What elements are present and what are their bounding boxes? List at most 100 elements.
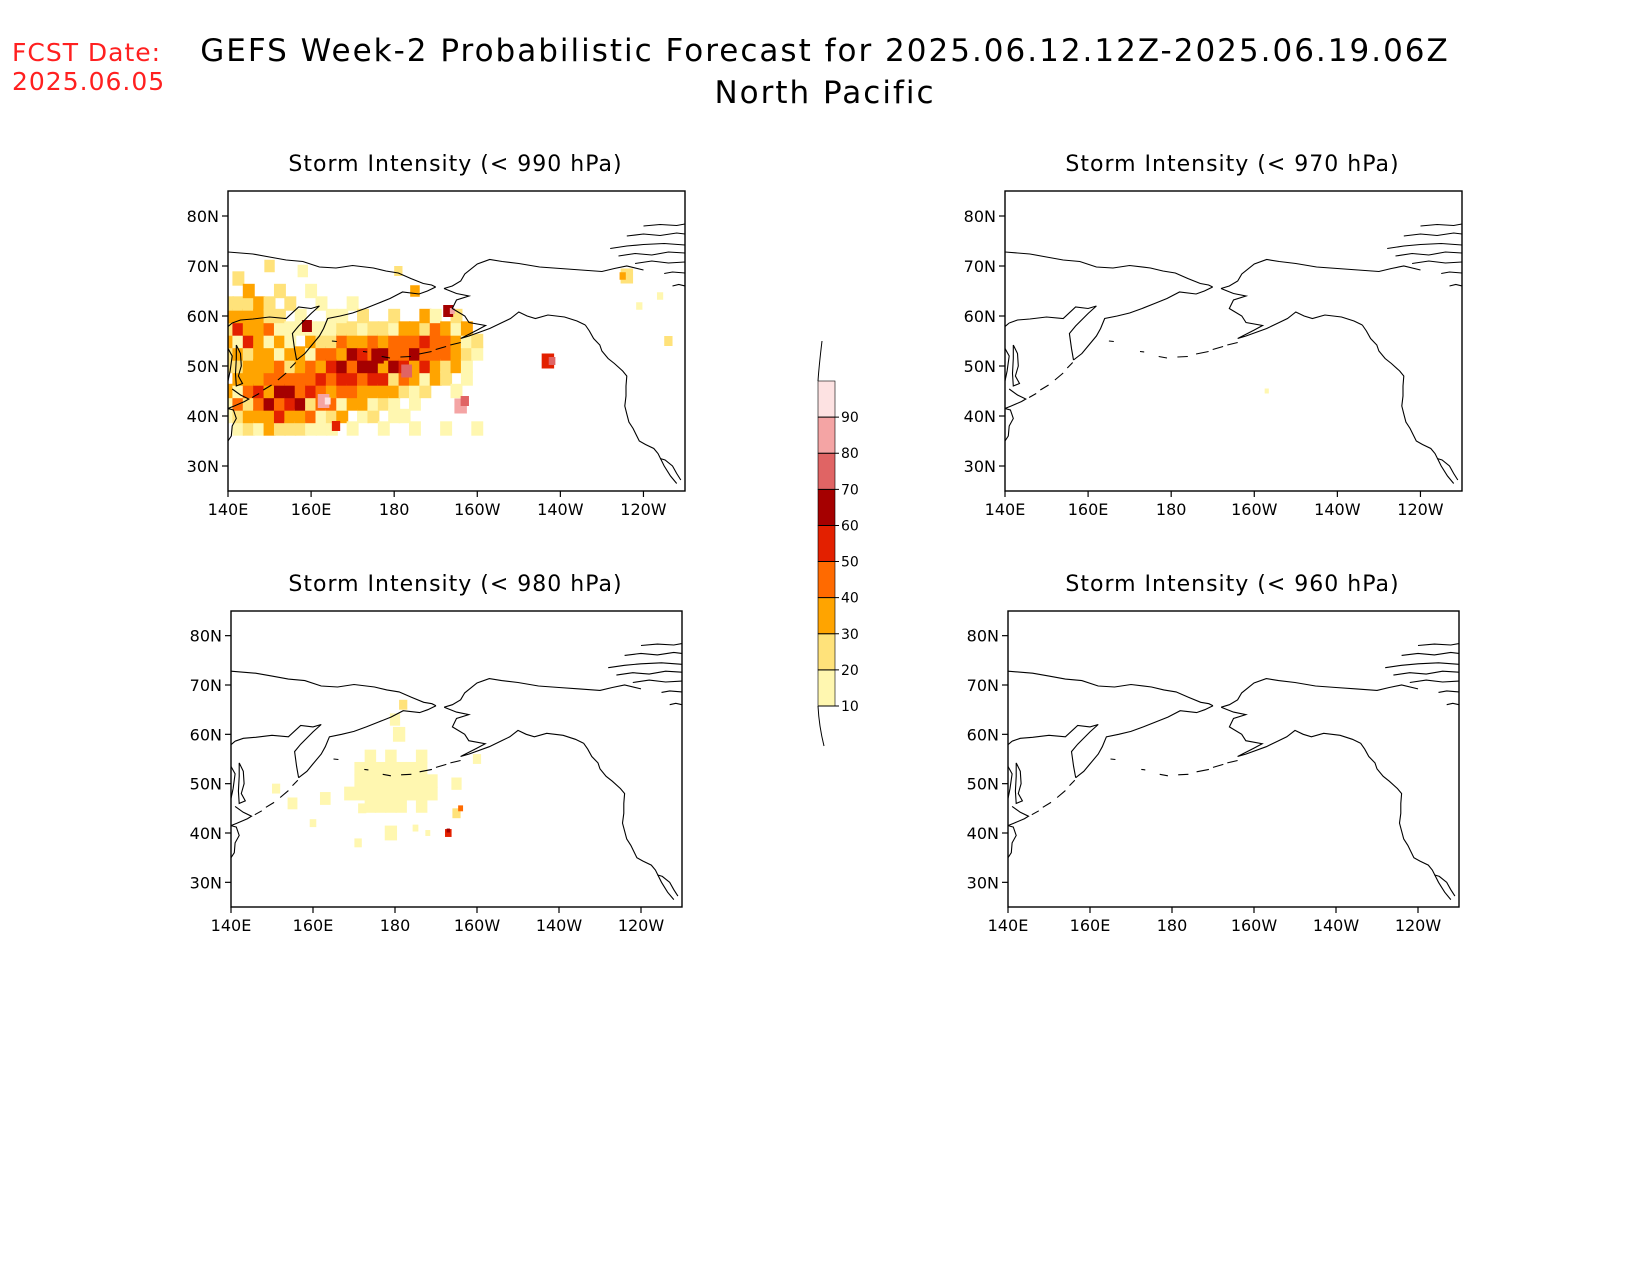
prob-cell: [336, 383, 349, 399]
coastline: [277, 372, 287, 381]
prob-cell: [460, 396, 469, 406]
probability-shading: [272, 699, 482, 848]
prob-cell: [325, 371, 338, 386]
prob-cell: [228, 321, 234, 336]
lon-label: 180: [1156, 500, 1187, 519]
prob-cell: [460, 333, 473, 349]
prob-cell: [315, 296, 328, 311]
prob-cell: [315, 358, 328, 374]
coastline: [1110, 758, 1116, 761]
coastline: [1066, 362, 1074, 369]
prob-cell: [325, 308, 338, 324]
coastline: [1212, 763, 1224, 768]
lat-label: 70N: [190, 676, 222, 695]
lat-label: 40N: [967, 824, 999, 843]
prob-cell: [354, 774, 366, 789]
prob-cell: [354, 838, 362, 848]
lon-label: 120W: [620, 500, 667, 519]
prob-cell: [354, 761, 366, 776]
prob-cell: [232, 421, 245, 436]
prob-cell: [450, 346, 463, 361]
coastline: [450, 341, 461, 346]
map-panel-p990: 80N 70N 60N 50N 40N 30N 140E 160E 180 160W 140W 120…: [187, 190, 686, 519]
prob-cell: [346, 346, 359, 361]
prob-cell: [294, 383, 307, 399]
lon-label: 160W: [1231, 916, 1278, 935]
prob-cell: [395, 786, 407, 801]
prob-cell: [405, 786, 418, 801]
prob-cell: [325, 383, 338, 399]
coastline: [1393, 670, 1459, 676]
prob-cell: [287, 797, 298, 810]
prob-cell: [357, 371, 369, 386]
prob-cell: [374, 761, 387, 776]
coastline: [1178, 773, 1189, 776]
prob-cell: [336, 346, 349, 361]
prob-cell: [419, 371, 432, 386]
prob-cell: [325, 396, 338, 411]
prob-cell: [357, 358, 369, 374]
coastline: [1005, 251, 1213, 288]
prob-cell: [354, 786, 366, 801]
prob-cell: [471, 421, 484, 436]
prob-cell: [388, 408, 401, 424]
coastline: [1073, 286, 1213, 361]
prob-cell: [315, 321, 328, 336]
prob-cell: [398, 371, 411, 386]
lon-label: 140W: [537, 500, 584, 519]
prob-cell: [315, 371, 328, 386]
prob-cell: [324, 397, 331, 405]
prob-cell: [357, 346, 369, 361]
prob-cell: [399, 699, 408, 710]
page-title: GEFS Week-2 Probabilistic Forecast for 2…: [170, 30, 1480, 114]
coastline: [254, 810, 263, 816]
prob-cell: [415, 798, 428, 813]
prob-cell: [253, 296, 266, 311]
coastline: [584, 324, 678, 484]
lon-label: 140E: [208, 500, 249, 519]
coastline: [292, 779, 299, 786]
prob-cell: [388, 371, 401, 386]
coastline: [1387, 242, 1462, 250]
coastline: [1196, 768, 1210, 773]
coastline: [1401, 651, 1459, 656]
prob-cell: [367, 396, 380, 411]
prob-cell: [410, 285, 420, 297]
coastline: [1011, 344, 1021, 387]
prob-cell: [460, 371, 473, 386]
panel-title-990: Storm Intensity (< 990 hPa): [288, 152, 623, 177]
prob-cell: [242, 358, 255, 374]
prob-cell: [294, 346, 307, 361]
coastline: [443, 706, 584, 758]
coastline: [382, 773, 391, 777]
prob-cell: [426, 786, 438, 801]
prob-cell: [367, 358, 380, 374]
map-frame: [230, 610, 683, 908]
prob-cell: [450, 383, 463, 399]
prob-cell: [429, 371, 442, 386]
colorbar-label: 10: [841, 699, 859, 715]
prob-cell: [664, 336, 673, 346]
coastline: [435, 763, 447, 768]
prob-cell: [440, 333, 453, 349]
prob-cell: [284, 346, 297, 361]
prob-cell: [242, 408, 255, 424]
prob-cell: [232, 396, 245, 411]
prob-cell: [336, 358, 349, 374]
coastline: [1008, 805, 1030, 859]
lon-label: 180: [1157, 916, 1188, 935]
prob-cell: [253, 333, 266, 349]
coastline: [232, 305, 320, 361]
coastline: [279, 790, 289, 798]
coastline: [251, 393, 260, 398]
prob-cell: [228, 383, 234, 399]
coastlines: [231, 643, 682, 900]
coastline: [626, 232, 685, 237]
lon-label: 140W: [1314, 500, 1361, 519]
prob-cell: [309, 819, 317, 828]
coastline: [1054, 372, 1064, 381]
prob-cell: [405, 761, 418, 776]
prob-cell: [358, 803, 367, 814]
coastline: [1420, 223, 1462, 227]
colorbar-label: 60: [841, 518, 859, 534]
